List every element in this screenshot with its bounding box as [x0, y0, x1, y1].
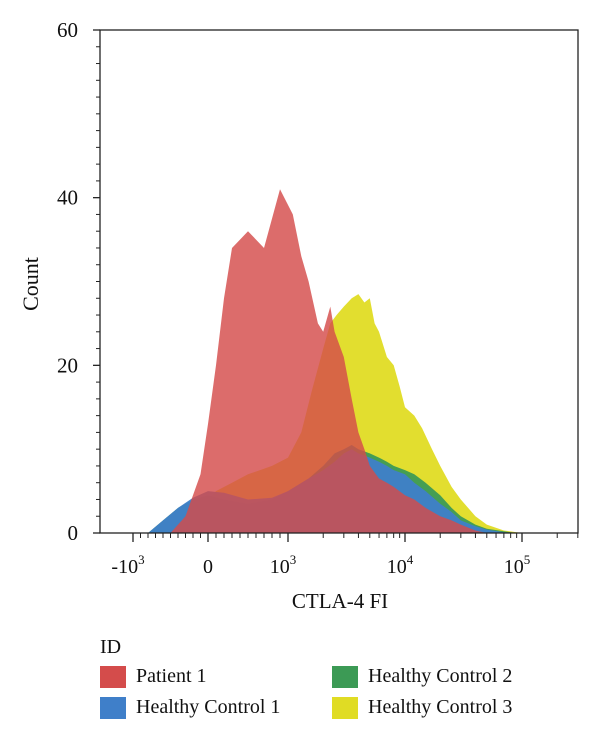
y-tick-label: 0	[68, 521, 79, 545]
legend-swatch	[100, 696, 126, 719]
histogram-areas	[148, 189, 522, 534]
legend: ID Patient 1 Healthy Control 2 Healthy C…	[100, 636, 580, 719]
histogram-chart: 0 20 40 60 -103 0 103 104 105 CTLA-4 FI Count	[18, 18, 579, 613]
x-tick-label: 103	[270, 552, 297, 578]
legend-swatch	[100, 665, 126, 688]
legend-label: Healthy Control 1	[136, 696, 281, 718]
y-tick-label: 60	[57, 18, 78, 42]
x-tick-label: 104	[387, 552, 414, 578]
legend-item-healthy-control-2: Healthy Control 2	[332, 665, 572, 688]
legend-label: Patient 1	[136, 665, 207, 687]
y-tick-label: 20	[57, 353, 78, 377]
legend-item-healthy-control-1: Healthy Control 1	[100, 696, 332, 719]
x-axis-label: CTLA-4 FI	[292, 589, 388, 613]
legend-swatch	[332, 665, 358, 688]
legend-item-patient-1: Patient 1	[100, 665, 332, 688]
legend-label: Healthy Control 3	[368, 696, 513, 718]
x-tick-label: -103	[111, 552, 144, 578]
legend-swatch	[332, 696, 358, 719]
x-tick-label: 105	[504, 552, 531, 578]
legend-items: Patient 1 Healthy Control 2 Healthy Cont…	[100, 665, 580, 719]
legend-item-healthy-control-3: Healthy Control 3	[332, 696, 572, 719]
y-axis-label: Count	[18, 257, 43, 311]
x-tick-label: 0	[203, 556, 213, 578]
series-area-patient-1	[170, 189, 487, 534]
legend-label: Healthy Control 2	[368, 665, 513, 687]
tick-labels: 0 20 40 60 -103 0 103 104 105	[57, 18, 579, 578]
y-tick-label: 40	[57, 186, 78, 210]
legend-title: ID	[100, 636, 122, 658]
